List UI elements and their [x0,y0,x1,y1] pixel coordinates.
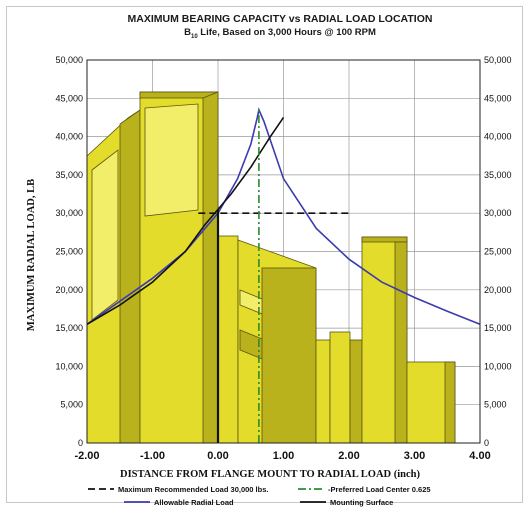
subtitle-rest: Life, Based on 3,000 Hours @ 100 RPM [198,27,376,38]
x-ticks: -2.00 -1.00 0.00 1.00 2.00 3.00 4.00 [74,450,490,462]
y-tick-label-left: 40,000 [55,132,83,142]
shaft-illustration [86,91,456,444]
y-tick-label-right: 0 [484,438,489,448]
y-tick-label-left: 35,000 [55,170,83,180]
step-2-shadow [261,267,317,444]
step-1 [217,235,239,444]
x-axis-label: DISTANCE FROM FLANGE MOUNT TO RADIAL LOA… [120,469,420,480]
y-tick-label-right: 50,000 [484,55,512,65]
series [86,107,481,443]
ring-2 [329,331,351,444]
y-tick-label-left: 25,000 [55,247,83,257]
legend-label: Maximum Recommended Load 30,000 lbs. [118,485,268,494]
y-tick-label-right: 5,000 [484,400,507,410]
legend-label: Allowable Radial Load [154,498,234,507]
y-tick-label-left: 45,000 [55,93,83,103]
ring-1 [315,339,331,444]
y-tick-label-left: 50,000 [55,55,83,65]
y-tick-label-left: 10,000 [55,361,83,371]
flange-left-face [91,149,119,321]
x-tick-label: -2.00 [74,450,99,462]
chart-title: MAXIMUM BEARING CAPACITY vs RADIAL LOAD … [128,13,433,25]
axes [86,59,481,444]
y-tick-label-right: 20,000 [484,285,512,295]
plot-border [86,59,481,444]
legend-label: Mounting Surface [330,498,393,507]
y-tick-label-right: 30,000 [484,208,512,218]
x-tick-label: 3.00 [404,450,425,462]
housing-block-face [144,103,199,217]
y-tick-label-left: 30,000 [55,208,83,218]
y-tick-label-left: 15,000 [55,323,83,333]
y-tick-label-right: 45,000 [484,93,512,103]
y-tick-label-left: 20,000 [55,285,83,295]
y-tick-label-left: 5,000 [60,400,83,410]
y-axis-label: MAXIMUM RADIAL LOAD, LB [26,179,37,331]
y-tick-label-right: 35,000 [484,170,512,180]
legend: Maximum Recommended Load 30,000 lbs. -Pre… [88,485,431,507]
series-line-1 [86,116,285,325]
x-tick-label: 0.00 [207,450,228,462]
subtitle-prefix: B [184,27,191,38]
y-tick-label-left: 0 [78,438,83,448]
x-tick-label: -1.00 [140,450,165,462]
y-ticks-left: 0 5,000 10,000 15,000 20,000 25,000 30,000 35,0… [55,55,83,448]
legend-label: -Preferred Load Center 0.625 [328,485,431,494]
chart-subtitle: B10 Life, Based on 3,000 Hours @ 100 RPM [184,27,376,40]
y-tick-label-right: 10,000 [484,361,512,371]
x-tick-label: 2.00 [338,450,359,462]
flange-left-shade [119,109,141,444]
y-tick-label-right: 15,000 [484,323,512,333]
subtitle-subscript: 10 [191,34,198,40]
x-tick-label: 1.00 [273,450,294,462]
ring-3 [349,339,363,444]
housing-block-shade [202,91,219,444]
hub-top [361,236,408,243]
y-ticks-right: 0 5,000 10,000 15,000 20,000 25,000 30,000 35,0… [484,55,512,448]
end-stub-shade [444,361,456,444]
series-line-0 [86,107,481,326]
y-tick-label-right: 40,000 [484,132,512,142]
hub-shade [394,241,408,444]
x-tick-label: 4.00 [469,450,490,462]
y-tick-label-right: 25,000 [484,247,512,257]
